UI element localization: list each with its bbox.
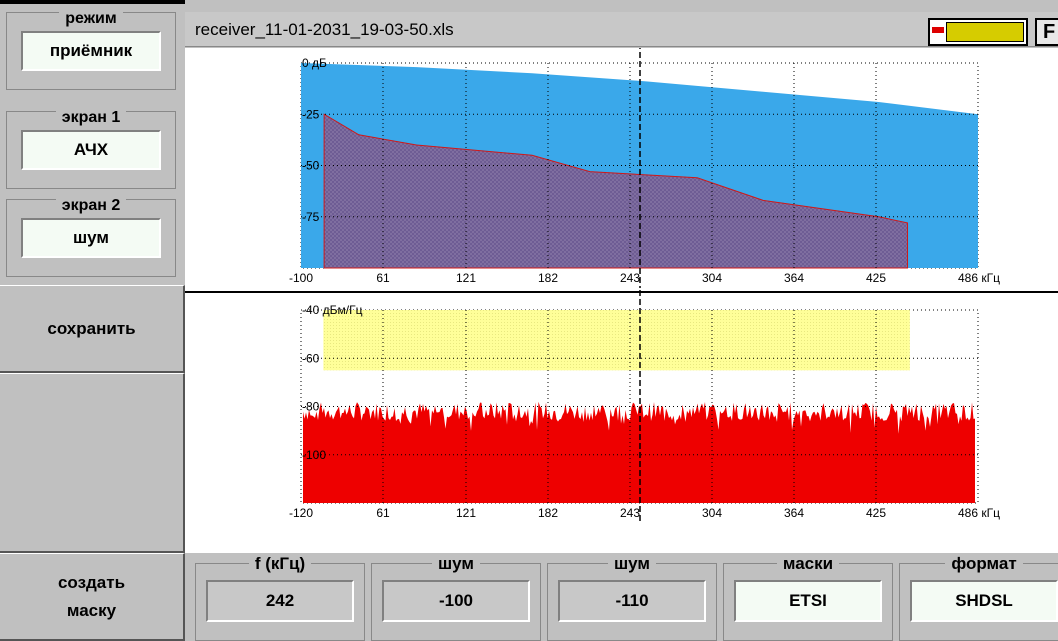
x-tick-label: -120 bbox=[289, 506, 313, 520]
x-tick-label: 182 bbox=[538, 271, 558, 285]
y-tick-label: -60 bbox=[302, 351, 320, 365]
title-bar: receiver_11-01-2031_19-03-50.xls F bbox=[185, 12, 1058, 47]
x-tick-label: 364 bbox=[784, 271, 804, 285]
freq-group: f (кГц) 242 bbox=[195, 554, 365, 641]
noise2-value[interactable]: -110 bbox=[558, 580, 706, 622]
noise1-title: шум bbox=[432, 554, 480, 573]
x-tick-label: 182 bbox=[538, 506, 558, 520]
charts-svg[interactable]: 0 дБ -25 -50 -75 -100 61 121 182 243 304 364 425 486… bbox=[185, 48, 1058, 553]
top-accent-line bbox=[0, 0, 185, 4]
y-tick-label: -80 bbox=[302, 400, 320, 414]
noise2-group: шум -110 bbox=[547, 554, 717, 641]
x-tick-label: 486 кГц bbox=[958, 506, 1000, 520]
x-tick-label: 243 bbox=[620, 271, 640, 285]
y-tick-label: -100 bbox=[302, 448, 326, 462]
noise1-value[interactable]: -100 bbox=[382, 580, 530, 622]
x-tick-label: 486 кГц bbox=[958, 271, 1000, 285]
freq-value[interactable]: 242 bbox=[206, 580, 354, 622]
noise-mask-area bbox=[323, 310, 910, 371]
screen2-group: экран 2 шум bbox=[6, 197, 176, 277]
y-tick-label: -75 bbox=[302, 210, 320, 224]
noise-chart: -40 дБм/Гц -60 -80 -100 -120 61 121 182 243 304 36… bbox=[289, 290, 1000, 523]
screen1-group: экран 1 АЧХ bbox=[6, 109, 176, 189]
x-tick-label: 364 bbox=[784, 506, 804, 520]
x-tick-label: 425 bbox=[866, 506, 886, 520]
x-tick-label: 121 bbox=[456, 271, 476, 285]
format-title: формат bbox=[945, 554, 1023, 573]
masks-group: маски ETSI bbox=[723, 554, 893, 641]
x-tick-label: 121 bbox=[456, 506, 476, 520]
left-panel: режим приёмник экран 1 АЧХ экран 2 шум с… bbox=[0, 0, 185, 641]
y-tick-label: 0 дБ bbox=[302, 56, 327, 70]
format-group: формат SHDSL bbox=[899, 554, 1058, 641]
frequency-response-chart: 0 дБ -25 -50 -75 -100 61 121 182 243 304 364 425 486… bbox=[289, 48, 1000, 288]
noise-spectrum-area bbox=[303, 401, 975, 503]
battery-indicator bbox=[928, 18, 1028, 46]
freq-title: f (кГц) bbox=[248, 554, 312, 573]
battery-red-mark bbox=[932, 27, 944, 33]
x-tick-label: 425 bbox=[866, 271, 886, 285]
y-tick-label: -25 bbox=[302, 107, 320, 121]
x-tick-label: 304 bbox=[702, 271, 722, 285]
x-tick-label: 304 bbox=[702, 506, 722, 520]
x-tick-label: 61 bbox=[376, 506, 390, 520]
mode-group: режим приёмник bbox=[6, 10, 176, 90]
x-tick-label: 243 bbox=[620, 506, 640, 520]
x-tick-label: -100 bbox=[289, 271, 313, 285]
save-button[interactable]: сохранить bbox=[0, 285, 185, 373]
screen1-title: экран 1 bbox=[55, 109, 127, 126]
mode-title: режим bbox=[59, 10, 123, 27]
y-tick-label: -50 bbox=[302, 159, 320, 173]
f-button[interactable]: F bbox=[1035, 18, 1058, 46]
screen2-title: экран 2 bbox=[55, 197, 127, 214]
noise1-group: шум -100 bbox=[371, 554, 541, 641]
noise2-title: шум bbox=[608, 554, 656, 573]
battery-level bbox=[946, 22, 1024, 42]
format-selector[interactable]: SHDSL bbox=[910, 580, 1058, 622]
masks-selector[interactable]: ETSI bbox=[734, 580, 882, 622]
masks-title: маски bbox=[776, 554, 840, 573]
y-tick-label: -40 дБм/Гц bbox=[302, 303, 363, 317]
x-tick-label: 61 bbox=[376, 271, 390, 285]
empty-button[interactable] bbox=[0, 373, 185, 553]
file-name: receiver_11-01-2031_19-03-50.xls bbox=[195, 20, 454, 39]
bottom-bar: f (кГц) 242 шум -100 шум -110 маски ETSI… bbox=[185, 553, 1058, 641]
screen1-selector[interactable]: АЧХ bbox=[21, 130, 161, 170]
chart-area: 0 дБ -25 -50 -75 -100 61 121 182 243 304 364 425 486… bbox=[185, 48, 1058, 553]
create-mask-button[interactable]: создать маску bbox=[0, 553, 185, 641]
response-area bbox=[323, 113, 909, 269]
screen2-selector[interactable]: шум bbox=[21, 218, 161, 258]
mode-selector[interactable]: приёмник bbox=[21, 31, 161, 71]
